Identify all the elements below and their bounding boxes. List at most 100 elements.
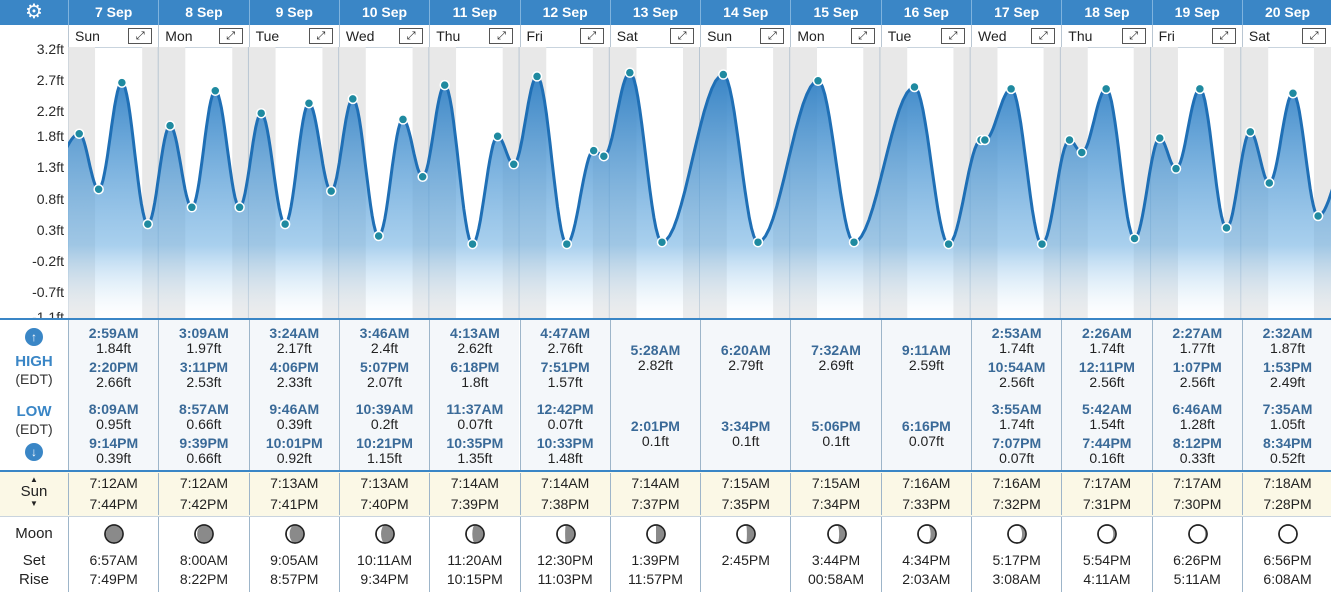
date-label: 18 Sep [1061, 0, 1151, 25]
tide-point[interactable] [1100, 83, 1112, 95]
expand-icon[interactable]: ⤢ [218, 28, 243, 44]
sunrise-time: 7:17AM [1082, 475, 1132, 491]
tide-point[interactable] [1076, 147, 1088, 158]
expand-icon[interactable]: ⤢ [579, 28, 604, 44]
tide-point[interactable] [1154, 132, 1166, 144]
tide-point[interactable] [1064, 134, 1075, 146]
sunrise-time: 7:12AM [179, 475, 229, 491]
moon-phase-icon [104, 524, 124, 544]
tide-point[interactable] [1264, 177, 1275, 189]
expand-icon[interactable]: ⤢ [1031, 28, 1056, 44]
tide-point[interactable] [624, 67, 636, 78]
tide-point[interactable] [303, 97, 315, 109]
low-time: 2:01PM [630, 418, 680, 434]
day-header: Wed ⤢ [338, 25, 429, 47]
expand-icon[interactable]: ⤢ [399, 28, 424, 44]
sunrise-icon: ▲ [30, 475, 38, 484]
tide-point[interactable] [1287, 88, 1299, 99]
tide-point[interactable] [1194, 83, 1206, 95]
tide-point[interactable] [1312, 210, 1324, 222]
tide-day-column: 6:20AM 2.79ft 3:34PM 0.1ft [700, 320, 791, 470]
moonset-time: 2:45PM [721, 552, 770, 568]
tide-point[interactable] [186, 202, 198, 213]
tide-point[interactable] [467, 238, 478, 250]
tide-point[interactable] [234, 202, 245, 213]
moon-shade [381, 525, 395, 543]
gear-icon[interactable]: ⚙ [25, 1, 43, 23]
tide-day-column: 4:13AM 2.62ft 6:18PM 1.8ft 11:37AM 0.07ft 10:3… [429, 320, 520, 470]
tide-point[interactable] [417, 171, 428, 183]
moon-day-column: 4:34PM 2:03AM [880, 517, 971, 592]
tide-point[interactable] [1170, 163, 1182, 174]
tide-point[interactable] [848, 236, 860, 248]
tide-point[interactable] [1005, 83, 1017, 95]
high-height: 1.57ft [547, 374, 583, 390]
date-label: 8 Sep [158, 0, 248, 25]
tide-point[interactable] [561, 238, 573, 250]
tide-point[interactable] [347, 93, 359, 105]
moon-shade [926, 525, 936, 543]
expand-icon[interactable]: ⤢ [128, 28, 153, 44]
high-height: 1.8ft [461, 374, 489, 390]
tide-point[interactable] [255, 107, 267, 119]
tide-point[interactable] [1245, 126, 1256, 138]
tide-point[interactable] [588, 145, 599, 156]
expand-icon[interactable]: ⤢ [940, 28, 965, 44]
expand-icon[interactable]: ⤢ [1211, 28, 1236, 44]
high-time: 3:46AM [359, 325, 410, 341]
tide-point[interactable] [1036, 238, 1048, 250]
sun-day-column: 7:13AM 7:40PM [338, 473, 429, 515]
expand-icon[interactable]: ⤢ [489, 28, 514, 44]
expand-icon[interactable]: ⤢ [670, 28, 695, 44]
tide-point[interactable] [1221, 222, 1232, 234]
high-time: 7:51PM [540, 359, 590, 375]
sun-day-column: 7:17AM 7:31PM [1061, 473, 1151, 515]
tide-point[interactable] [943, 238, 954, 250]
tide-point[interactable] [279, 218, 291, 230]
tide-point[interactable] [979, 134, 991, 146]
tide-point[interactable] [210, 85, 221, 97]
tide-point[interactable] [164, 120, 176, 131]
arrow-down-icon[interactable]: ↓ [25, 443, 43, 461]
expand-icon[interactable]: ⤢ [1121, 28, 1146, 44]
tide-point[interactable] [116, 77, 128, 88]
divider [0, 470, 1331, 472]
tide-point[interactable] [508, 159, 519, 170]
tide-point[interactable] [325, 185, 337, 197]
low-time: 7:07PM [992, 435, 1042, 451]
tide-point[interactable] [812, 75, 824, 87]
expand-icon[interactable]: ⤢ [760, 28, 785, 44]
expand-icon[interactable]: ⤢ [1302, 28, 1327, 44]
tide-point[interactable] [656, 236, 668, 248]
tide-point[interactable] [909, 81, 920, 93]
arrow-up-icon[interactable]: ↑ [25, 328, 43, 346]
tide-point[interactable] [142, 218, 154, 230]
moonrise-time: 2:03AM [902, 571, 951, 587]
moon-phase-icon [284, 524, 305, 544]
low-time: 7:44PM [1082, 435, 1132, 451]
low-time: 12:42PM [536, 401, 594, 417]
moon-phase-icon [465, 524, 486, 544]
tide-point[interactable] [73, 128, 85, 140]
tide-point[interactable] [492, 131, 503, 142]
date-header: ⚙ 7 Sep 8 Sep 9 Sep 10 Sep 11 Sep 12 Sep 13 Se… [0, 0, 1331, 25]
tide-point[interactable] [752, 236, 764, 248]
high-height: 2.49ft [1270, 374, 1306, 390]
high-label: HIGH [15, 353, 53, 370]
expand-icon[interactable]: ⤢ [308, 28, 333, 44]
tide-point[interactable] [531, 71, 543, 82]
sunset-time: 7:31PM [1082, 496, 1132, 512]
low-height: 1.05ft [1270, 416, 1306, 432]
tide-point[interactable] [93, 183, 104, 195]
expand-icon[interactable]: ⤢ [850, 28, 875, 44]
tide-point[interactable] [373, 230, 384, 242]
tide-point[interactable] [718, 69, 729, 80]
tide-point[interactable] [598, 150, 610, 162]
tide-point[interactable] [397, 114, 409, 125]
sun-day-column: 7:16AM 7:33PM [880, 473, 971, 515]
tide-point[interactable] [439, 79, 450, 91]
low-height: 1.48ft [547, 450, 583, 466]
tide-point[interactable] [1129, 233, 1140, 244]
weekday-label: Thu [1068, 28, 1093, 44]
moonrise-time: 11:57PM [627, 571, 683, 587]
